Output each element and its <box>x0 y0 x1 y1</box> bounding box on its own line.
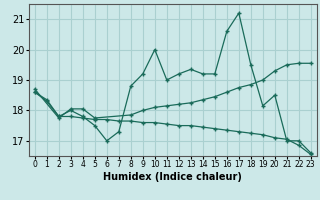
X-axis label: Humidex (Indice chaleur): Humidex (Indice chaleur) <box>103 172 242 182</box>
